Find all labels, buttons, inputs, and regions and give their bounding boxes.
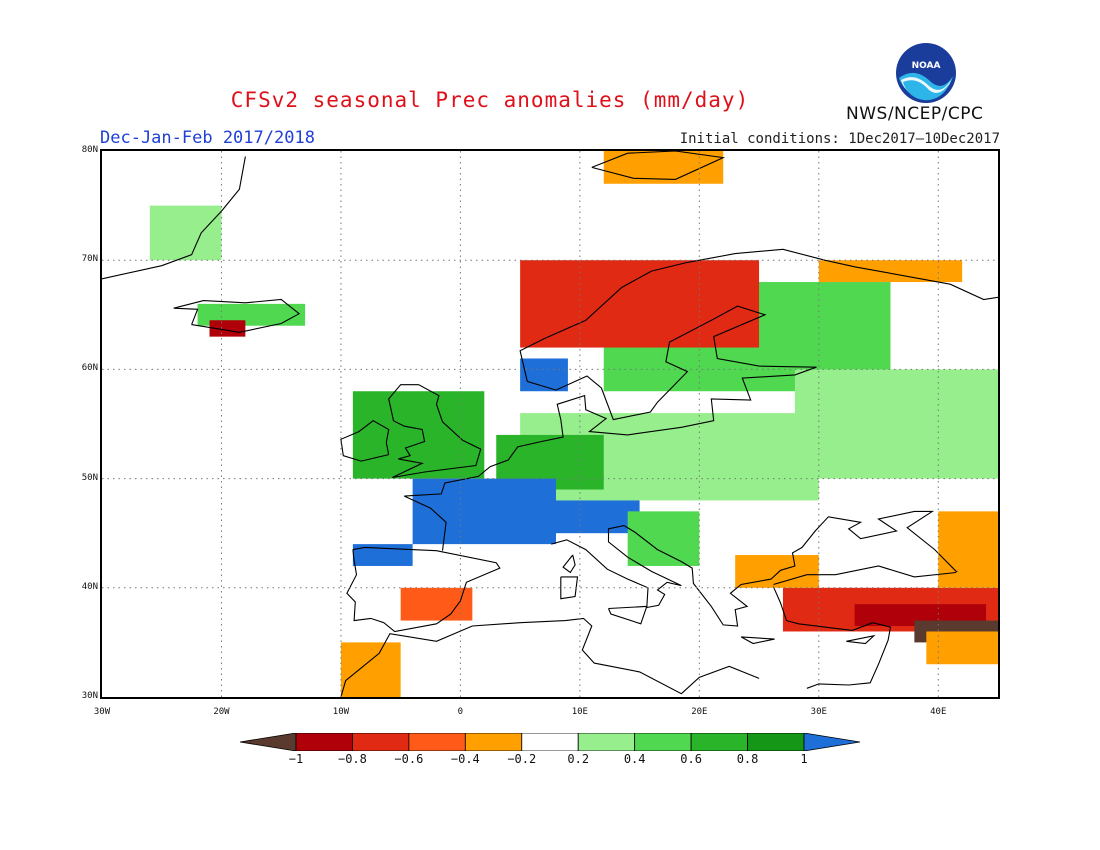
colorbar-segment [634,733,692,751]
colorbar-tick-label: −0.4 [450,752,480,766]
coastline-segment [562,554,576,574]
longitude-tick-label: 20W [213,707,230,717]
anomaly-region [735,555,819,588]
colorbar-segment [240,733,297,751]
colorbar [240,733,860,751]
longitude-tick-label: 20E [691,707,708,717]
longitude-tick-label: 30W [93,707,111,717]
anomaly-region [532,500,640,534]
coastline-segment [740,636,775,645]
coastline-segment [773,565,957,586]
noaa-logo-icon: NOAA [896,43,956,103]
anomaly-region [340,642,401,697]
colorbar-tick-label: −0.8 [337,752,367,766]
colorbar-segment [295,733,353,751]
coastline-segment [519,248,998,421]
coastline-segment [102,156,246,280]
latitude-tick-label: 80N [81,145,98,155]
chart-title: CFSv2 seasonal Prec anomalies (mm/day) [230,88,750,112]
colorbar-segment [803,733,860,751]
anomaly-region [603,151,724,184]
coastline-segment [388,384,482,479]
colorbar-tick-label: −1 [288,752,304,766]
latitude-tick-label: 60N [81,363,98,374]
coastline-layer [102,151,998,697]
logo-text: NOAA [912,61,941,71]
coastline-segment [607,605,648,625]
colorbar-segment [408,733,466,751]
agency-label: NWS/NCEP/CPC [846,104,984,124]
anomaly-region [926,631,998,665]
anomaly-region [938,511,998,588]
colorbar-tick-label: 0.8 [736,752,759,766]
longitude-tick-label: 40E [930,707,947,717]
coastline-segment [560,576,579,600]
colorbar-tick-label: −0.6 [394,752,424,766]
latitude-tick-label: 30N [81,691,98,701]
initial-conditions: Initial conditions: 1Dec2017–10Dec2017 [679,131,1000,147]
longitude-tick-label: 0 [457,707,464,717]
anomaly-region [520,358,568,392]
colorbar-tick-label: −0.2 [507,752,537,766]
coastline-segment [623,510,958,627]
coastline-segment [340,420,390,462]
coastline-segment [340,617,760,697]
colorbar-tick-label: 1 [800,752,808,766]
longitude-tick-label: 10W [332,707,350,717]
colorbar-segment [464,733,523,751]
colorbar-segment [521,733,579,751]
coastline-segment [846,634,876,645]
colorbar-tick-label: 0.4 [623,752,646,766]
anomaly-fill-layer [149,151,998,697]
coastline-segment [404,366,817,551]
anomaly-region [818,260,963,283]
coastline-segment [173,298,301,333]
colorbar-segment [577,733,636,751]
anomaly-region [794,369,998,479]
coastline-segment [591,151,726,180]
anomaly-region [209,320,246,337]
coastline-segment [346,546,501,633]
colorbar-segment [690,733,748,751]
latitude-tick-label: 70N [81,254,98,265]
latitude-tick-label: 40N [81,581,98,592]
anomaly-region [520,260,760,348]
anomaly-region [149,205,222,261]
anomaly-region [352,391,485,479]
colorbar-segment [352,733,410,751]
gridlines [102,151,998,697]
forecast-period: Dec-Jan-Feb 2017/2018 [100,128,315,148]
anomaly-region [352,544,413,566]
anomaly-map [102,151,998,697]
colorbar-tick-label: 0.6 [680,752,702,766]
longitude-tick-label: 10E [571,707,588,717]
latitude-tick-label: 50N [81,472,98,483]
anomaly-region [400,587,473,621]
coastline-segment [551,525,682,609]
map-panel [100,149,1000,699]
coastline-segment [772,586,892,689]
anomaly-region [627,511,700,566]
colorbar-segment [747,733,805,751]
longitude-tick-label: 30E [810,707,827,717]
colorbar-tick-label: 0.2 [567,752,590,766]
